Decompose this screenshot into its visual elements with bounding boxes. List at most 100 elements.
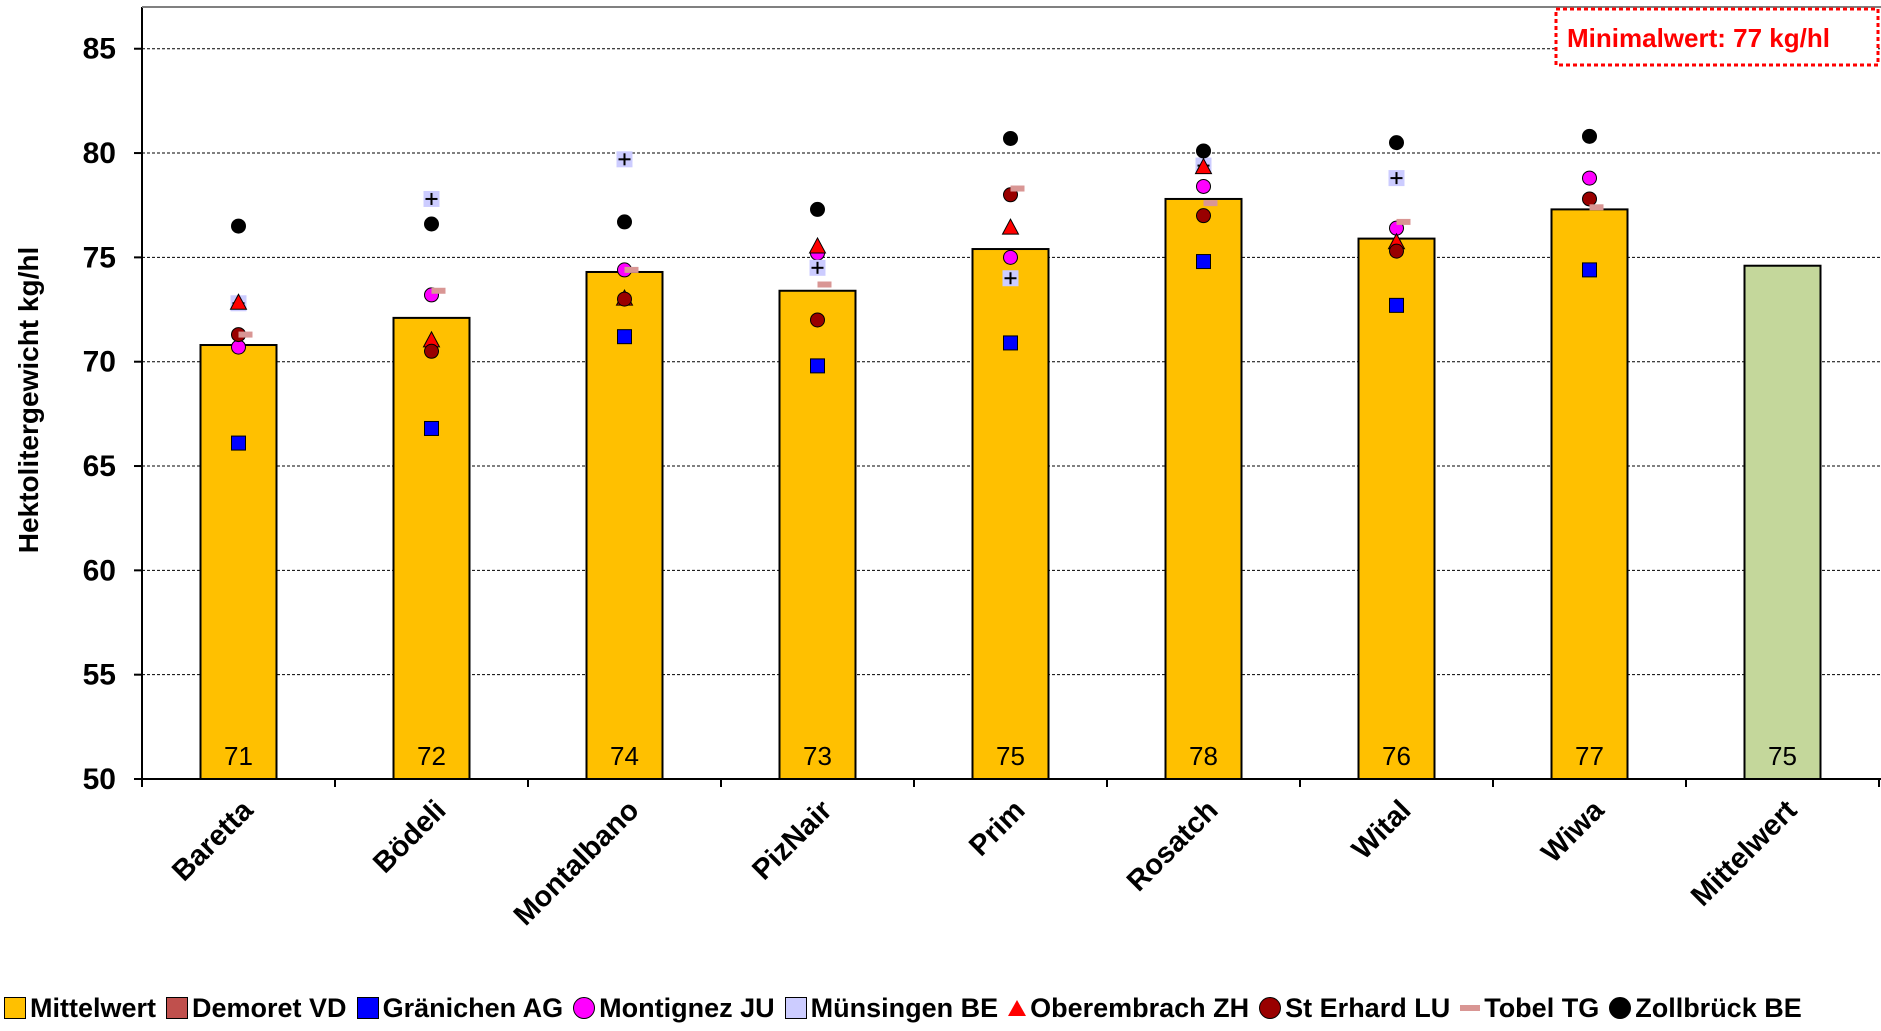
y-tick-label: 50: [83, 763, 116, 796]
legend-label: Zollbrück BE: [1635, 992, 1802, 1023]
point-m-nsingen-be: [1002, 270, 1019, 287]
legend-label: Gränichen AG: [382, 992, 564, 1023]
legend-label: Münsingen BE: [810, 992, 999, 1023]
point-zollbr-ck-be: [810, 201, 825, 217]
legend-item: Montignez JU: [573, 993, 775, 1024]
legend-marker: [1259, 997, 1282, 1019]
point-zollbr-ck-be: [424, 216, 439, 232]
chart: 71 72 74 73 75 78 76 77 75 50 55 60 65 70 75 80 85 Bare…: [13, 6, 1881, 932]
point-tobel-tg: [1010, 185, 1025, 192]
legend-label: Montignez JU: [599, 992, 775, 1023]
legend-item: Gränichen AG: [356, 992, 564, 1024]
bar-wiwa: [1550, 208, 1629, 781]
bar-value-label: 72: [417, 741, 446, 771]
point-m-nsingen-be: [809, 259, 826, 276]
y-tick-label: 70: [83, 346, 116, 379]
bar-wital: [1357, 237, 1436, 781]
point-oberembrach-zh: [808, 236, 827, 254]
point-gr-nichen-ag: [617, 329, 632, 345]
point-tobel-tg: [817, 281, 832, 288]
y-tick-label: 60: [83, 554, 116, 587]
point-zollbr-ck-be: [1389, 135, 1404, 151]
bar-value-label: 71: [224, 741, 253, 771]
point-oberembrach-zh: [229, 293, 248, 310]
legend-marker: [166, 997, 189, 1019]
category-label: Rosatch: [1121, 794, 1225, 898]
annotation-text: Minimalwert: 77 kg/hl: [1567, 23, 1830, 53]
bar-prim: [971, 248, 1050, 781]
legend-marker: [1609, 997, 1632, 1019]
legend-item: Mittelwert: [4, 993, 156, 1024]
point-gr-nichen-ag: [1582, 262, 1597, 278]
bar-value-label: 74: [610, 741, 639, 771]
bar-value-label: 77: [1575, 741, 1604, 771]
legend-item: Zollbrück BE: [1609, 993, 1802, 1024]
y-tick-label: 85: [83, 33, 116, 66]
bar-rosatch: [1164, 197, 1243, 780]
point-tobel-tg: [431, 287, 446, 294]
point-montignez-ju: [1196, 178, 1211, 194]
point-tobel-tg: [1396, 218, 1411, 225]
point-zollbr-ck-be: [1582, 128, 1597, 144]
point-st-erhard-lu: [424, 343, 439, 359]
point-zollbr-ck-be: [231, 218, 246, 234]
point-gr-nichen-ag: [1196, 254, 1211, 270]
legend-label: Oberembrach ZH: [1030, 992, 1250, 1023]
y-tick-label: 75: [83, 241, 116, 274]
legend-label: Tobel TG: [1484, 992, 1600, 1023]
point-zollbr-ck-be: [1196, 143, 1211, 159]
category-label: Mittelwert: [1685, 794, 1804, 913]
bar-value-label: 76: [1382, 741, 1411, 771]
category-label: PizNair: [746, 794, 838, 886]
bar-baretta: [199, 344, 278, 780]
category-label: Prim: [963, 794, 1031, 862]
point-gr-nichen-ag: [1389, 297, 1404, 313]
y-tick-labels: 50 55 60 65 70 75 80 85: [83, 33, 116, 796]
point-montignez-ju: [231, 339, 246, 355]
bar-value-label: 75: [996, 741, 1025, 771]
legend-marker: [4, 997, 26, 1019]
point-oberembrach-zh: [1194, 157, 1213, 175]
y-tick-label: 65: [83, 450, 116, 483]
legend-label: Mittelwert: [30, 992, 157, 1023]
y-tick-label: 80: [83, 137, 116, 170]
bar-mittelwert: [1743, 264, 1822, 781]
point-zollbr-ck-be: [617, 214, 632, 230]
legend-item: St Erhard LU: [1259, 993, 1450, 1024]
legend: Mittelwert Demoret VD Gränichen AG Montigne…: [4, 988, 1802, 1028]
point-m-nsingen-be: [423, 190, 440, 207]
legend-marker: [1008, 1000, 1027, 1016]
point-montignez-ju: [1003, 249, 1018, 265]
data-points: [229, 128, 1604, 451]
point-st-erhard-lu: [810, 312, 825, 328]
point-m-nsingen-be: [616, 151, 633, 168]
point-tobel-tg: [1589, 204, 1604, 211]
point-tobel-tg: [238, 331, 253, 338]
bar-bödeli: [392, 316, 471, 780]
category-label: Baretta: [166, 794, 260, 888]
legend-label: Demoret VD: [192, 992, 347, 1023]
category-label: Wiwa: [1536, 794, 1611, 869]
bar-montalbano: [585, 270, 664, 780]
point-tobel-tg: [624, 266, 639, 273]
point-oberembrach-zh: [1001, 218, 1020, 235]
legend-marker: [573, 997, 596, 1019]
point-gr-nichen-ag: [231, 435, 246, 451]
legend-marker: [356, 997, 379, 1019]
point-tobel-tg: [1203, 200, 1218, 207]
legend-item: Oberembrach ZH: [1008, 993, 1249, 1024]
point-st-erhard-lu: [1582, 191, 1597, 207]
point-st-erhard-lu: [1196, 208, 1211, 224]
legend-item: Tobel TG: [1460, 993, 1599, 1024]
y-axis-title: Hektolitergewicht kg/hl: [13, 247, 44, 554]
point-gr-nichen-ag: [424, 420, 439, 436]
point-st-erhard-lu: [617, 291, 632, 307]
point-st-erhard-lu: [1389, 243, 1404, 259]
point-gr-nichen-ag: [1003, 335, 1018, 351]
legend-label: St Erhard LU: [1285, 992, 1451, 1023]
legend-marker: [784, 997, 807, 1019]
category-labels: Baretta Bödeli Montalbano PizNair Prim Rosatc…: [166, 794, 1804, 932]
bar-value-label: 78: [1189, 741, 1218, 771]
point-m-nsingen-be: [1388, 170, 1405, 187]
point-montignez-ju: [1582, 170, 1597, 186]
